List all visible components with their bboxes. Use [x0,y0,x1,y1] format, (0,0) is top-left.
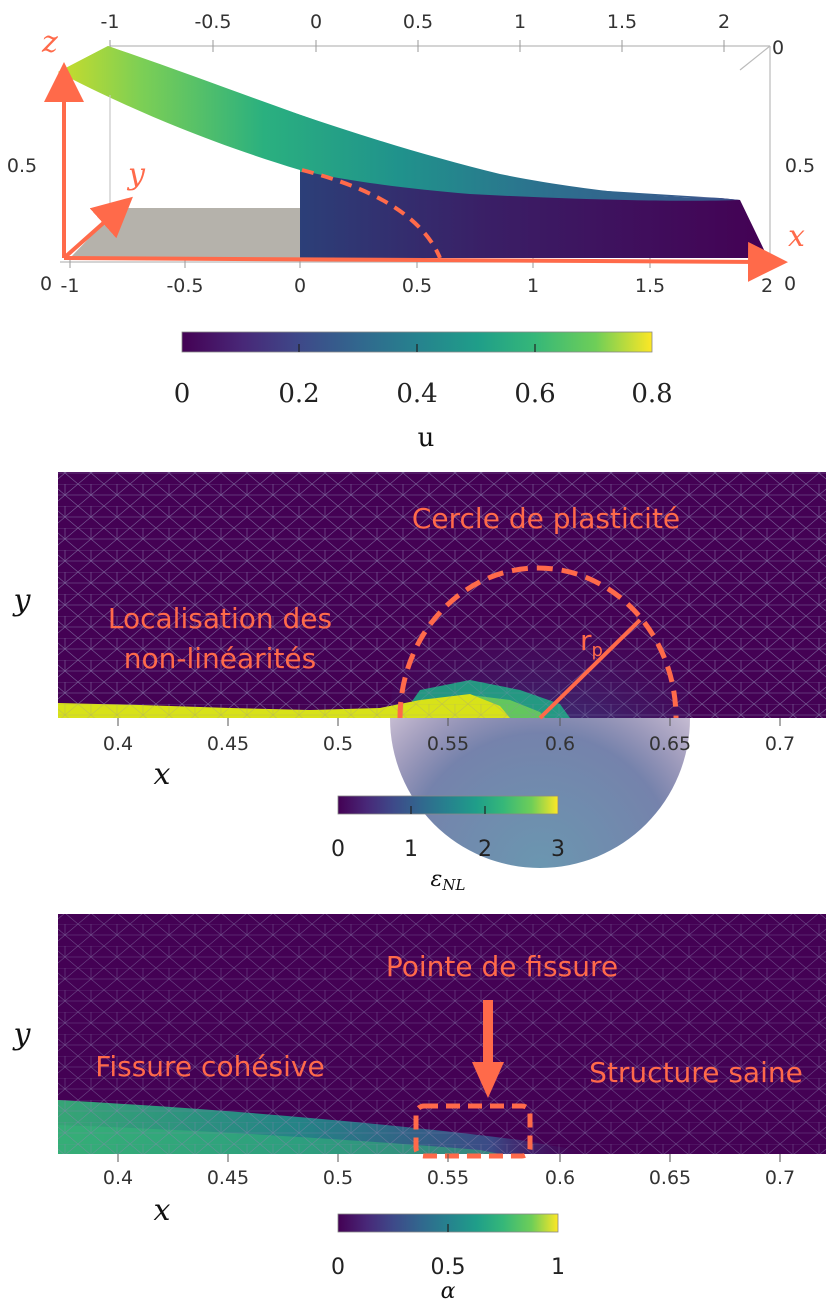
x-tick: 0.45 [207,733,249,755]
right-tick-zero-top: 0 [772,37,784,59]
grey-region [70,208,300,258]
x-axis-label: x [788,219,805,254]
top-tick: 1 [514,11,526,33]
colorbar-tick: 0 [174,379,191,409]
colorbar-tick: 0.2 [278,379,319,409]
bottom-tick: 0 [294,275,306,297]
z-axis-label: z [41,25,58,60]
panel-3d-displacement: -1 -0.5 0 0.5 1 1.5 2 -1 -0.5 0 0.5 1 1.… [7,11,815,453]
colorbar-tick: 3 [551,837,565,862]
right-tick-half: 0.5 [785,155,815,177]
colorbar-tick: 0.8 [631,379,672,409]
radius-label: rp [580,624,603,661]
bottom-tick: -1 [61,275,80,297]
colorbar-tick: 0.5 [431,1255,466,1280]
x-tick: 0.45 [207,1167,249,1189]
left-tick-zero: 0 [40,273,52,295]
colorbar-tick: 2 [478,837,492,862]
top-tick: 1.5 [607,11,637,33]
colorbar-label: α [441,1279,456,1302]
x-tick: 0.4 [103,1167,133,1189]
healthy-structure-annotation: Structure saine [589,1056,803,1089]
plastic-circle-annotation: Cercle de plasticité [412,502,680,535]
radius-line [538,618,642,720]
panel-nonlinear-strain: Cercle de plasticité Localisation des no… [12,472,826,894]
bottom-tick: 2 [761,275,773,297]
x-tick: 0.6 [545,1167,575,1189]
cohesive-crack-annotation: Fissure cohésive [95,1050,324,1083]
top-tick: 2 [718,11,730,33]
y-axis-label: y [12,583,32,618]
x-tick: 0.55 [427,1167,469,1189]
colorbar-tick: 0.4 [396,379,437,409]
x-tick: 0.7 [765,1167,795,1189]
bottom-tick: 1 [527,275,539,297]
bottom-tick: 1.5 [635,275,665,297]
x-tick: 0.65 [649,1167,691,1189]
colorbar-tick: 1 [551,1255,565,1280]
x-tick: 0.65 [649,733,691,755]
top-tick: 0.5 [403,11,433,33]
y-axis-label: y [12,1017,32,1052]
x-tick: 0.6 [545,733,575,755]
x-axis-label: x [154,757,171,792]
top-tick: -1 [101,11,120,33]
localisation-annotation-line1: Localisation des [108,602,332,635]
displaced-surface-front [58,46,740,201]
colorbar-tick: 0 [331,837,345,862]
x-tick: 0.4 [103,733,133,755]
bottom-tick: -0.5 [166,275,203,297]
x-tick: 0.5 [323,1167,353,1189]
panel-damage: Pointe de fissure Fissure cohésive Struc… [12,914,826,1302]
colorbar-tick: 0.6 [514,379,555,409]
top-tick: -0.5 [194,11,231,33]
colorbar-label: u [418,423,435,453]
crack-tip-box [413,1103,533,1159]
colorbar-tick: 0 [331,1255,345,1280]
plastic-zone-dashed [301,168,442,259]
colorbar-label: εNL [431,867,466,894]
x-axis-arrow [63,241,788,282]
y-axis-arrow [62,196,133,260]
left-tick-half: 0.5 [7,155,37,177]
bottom-tick: 0.5 [402,275,432,297]
top-tick: 0 [310,11,322,33]
colorbar-enl [337,795,559,815]
crack-tip-annotation: Pointe de fissure [386,950,618,983]
y-axis-label: y [126,157,146,192]
localisation-annotation-line2: non-linéarités [124,642,317,675]
x-tick: 0.55 [427,733,469,755]
plastic-circle [397,565,679,719]
x-axis-label: x [154,1193,171,1228]
right-tick-zero-bottom: 0 [784,273,796,295]
crack-face [300,168,768,258]
x-tick: 0.5 [323,733,353,755]
colorbar-tick: 1 [404,837,418,862]
x-tick: 0.7 [765,733,795,755]
